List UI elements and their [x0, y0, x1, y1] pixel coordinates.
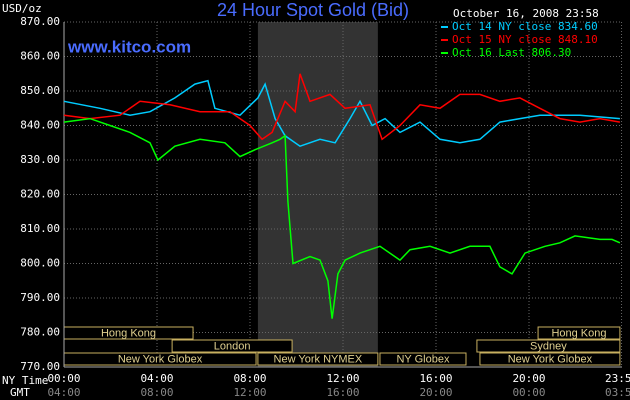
- x-tick-label-gmt: 00:00: [512, 386, 545, 399]
- chart-title: 24 Hour Spot Gold (Bid): [217, 0, 409, 20]
- session-label: NY Globex: [396, 353, 449, 365]
- y-tick-label: 780.00: [20, 326, 60, 339]
- x-tick-label-gmt: 08:00: [140, 386, 173, 399]
- x-tick-label: 12:00: [326, 372, 359, 385]
- session-label: Sydney: [530, 340, 567, 352]
- y-unit: USD/oz: [2, 2, 42, 15]
- session-label: London: [214, 340, 251, 352]
- session-bar: [171, 339, 293, 353]
- session-bar: [537, 326, 621, 340]
- series-line: [63, 73, 621, 141]
- watermark: www.kitco.com: [67, 37, 191, 56]
- legend-label: Oct 14 NY close 834.60: [452, 20, 598, 33]
- legend-label: Oct 16 Last 806.30: [452, 46, 571, 59]
- y-tick-label: 870.00: [20, 15, 60, 28]
- y-tick-label: 820.00: [20, 188, 60, 201]
- y-tick-label: 800.00: [20, 257, 60, 270]
- y-tick-label: 850.00: [20, 84, 60, 97]
- x-tick-label-gmt: 20:00: [419, 386, 452, 399]
- x-tick-label-gmt: 16:00: [326, 386, 359, 399]
- x-tick-label: 23:59: [605, 372, 630, 385]
- y-tick-label: 840.00: [20, 119, 60, 132]
- x-tick-label: 20:00: [512, 372, 545, 385]
- x-tick-label-gmt: 04:00: [47, 386, 80, 399]
- y-tick-label: 830.00: [20, 153, 60, 166]
- y-tick-label: 860.00: [20, 50, 60, 63]
- y-tick-label: 770.00: [20, 360, 60, 373]
- series-line: [63, 117, 621, 319]
- y-tick-label: 810.00: [20, 222, 60, 235]
- x-tick-label: 08:00: [233, 372, 266, 385]
- session-label: New York NYMEX: [274, 353, 363, 365]
- session-label: Hong Kong: [551, 327, 606, 339]
- x-tick-label-gmt: 12:00: [233, 386, 266, 399]
- session-label: New York Globex: [508, 353, 593, 365]
- x-row-label: NY Time: [2, 374, 48, 387]
- session-bar: [379, 352, 467, 366]
- x-tick-label: 04:00: [140, 372, 173, 385]
- x-tick-label-gmt: 03:59: [605, 386, 630, 399]
- x-tick-label: 00:00: [47, 372, 80, 385]
- session-bar: [479, 352, 621, 366]
- timestamp: October 16, 2008 23:58: [453, 7, 599, 20]
- session-label: New York Globex: [118, 353, 203, 365]
- x-row-label: GMT: [10, 386, 30, 399]
- session-bar: [476, 339, 621, 353]
- session-label: Hong Kong: [101, 327, 156, 339]
- series-line: [63, 79, 620, 148]
- legend-label: Oct 15 NY close 848.10: [452, 33, 598, 46]
- x-tick-label: 16:00: [419, 372, 452, 385]
- session-bar: [257, 352, 379, 366]
- y-tick-label: 790.00: [20, 291, 60, 304]
- shaded-region: [257, 22, 378, 367]
